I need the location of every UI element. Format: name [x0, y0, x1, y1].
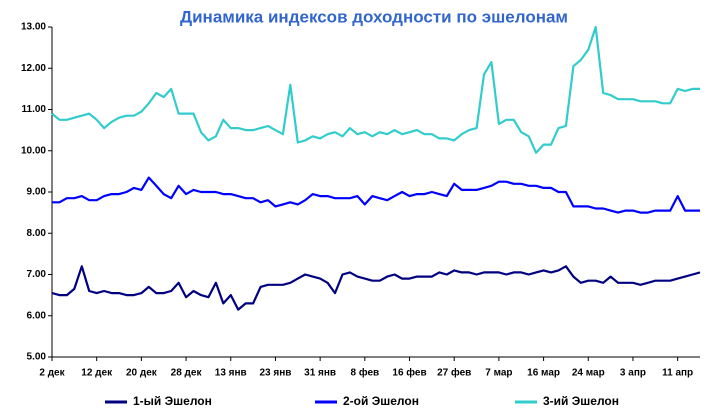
y-tick-label: 13.00	[21, 22, 46, 33]
x-tick-label: 23 янв	[259, 368, 291, 379]
legend-label: 2-ой Эшелон	[343, 394, 419, 408]
series-line	[51, 265, 701, 311]
y-tick-label: 11.00	[22, 104, 47, 115]
x-tick-label: 2 дек	[39, 368, 65, 379]
x-tick-label: 11 апр	[662, 368, 693, 379]
y-tick-label: 10.00	[21, 145, 46, 156]
x-tick-label: 3 апр	[620, 368, 646, 379]
series-line	[52, 176, 700, 214]
y-tick-label: 9.00	[27, 187, 47, 198]
x-tick-label: 13 янв	[215, 368, 247, 379]
x-tick-label: 31 янв	[304, 368, 336, 379]
y-tick-label: 8.00	[27, 228, 47, 239]
x-tick-label: 8 фев	[350, 367, 379, 379]
x-tick-label: 12 дек	[81, 368, 113, 379]
y-tick-label: 6.00	[27, 310, 47, 321]
series-line	[51, 25, 700, 154]
chart-title: Динамика индексов доходности по эшелонам	[180, 7, 568, 26]
x-tick-label: 24 мар	[572, 368, 605, 379]
x-tick-label: 28 дек	[171, 368, 203, 379]
x-tick-label: 20 дек	[126, 368, 158, 379]
y-tick-label: 7.00	[27, 269, 47, 280]
y-tick-label: 5.00	[27, 352, 47, 363]
x-tick-label: 7 мар	[485, 368, 512, 379]
legend-label: 3-ий Эшелон	[543, 394, 619, 408]
y-tick-label: 12.00	[21, 63, 46, 74]
x-tick-label: 27 фев	[437, 367, 471, 379]
legend-label: 1-ый Эшелон	[133, 394, 212, 408]
x-tick-label: 16 мар	[527, 368, 560, 379]
x-tick-label: 16 фев	[392, 367, 426, 379]
